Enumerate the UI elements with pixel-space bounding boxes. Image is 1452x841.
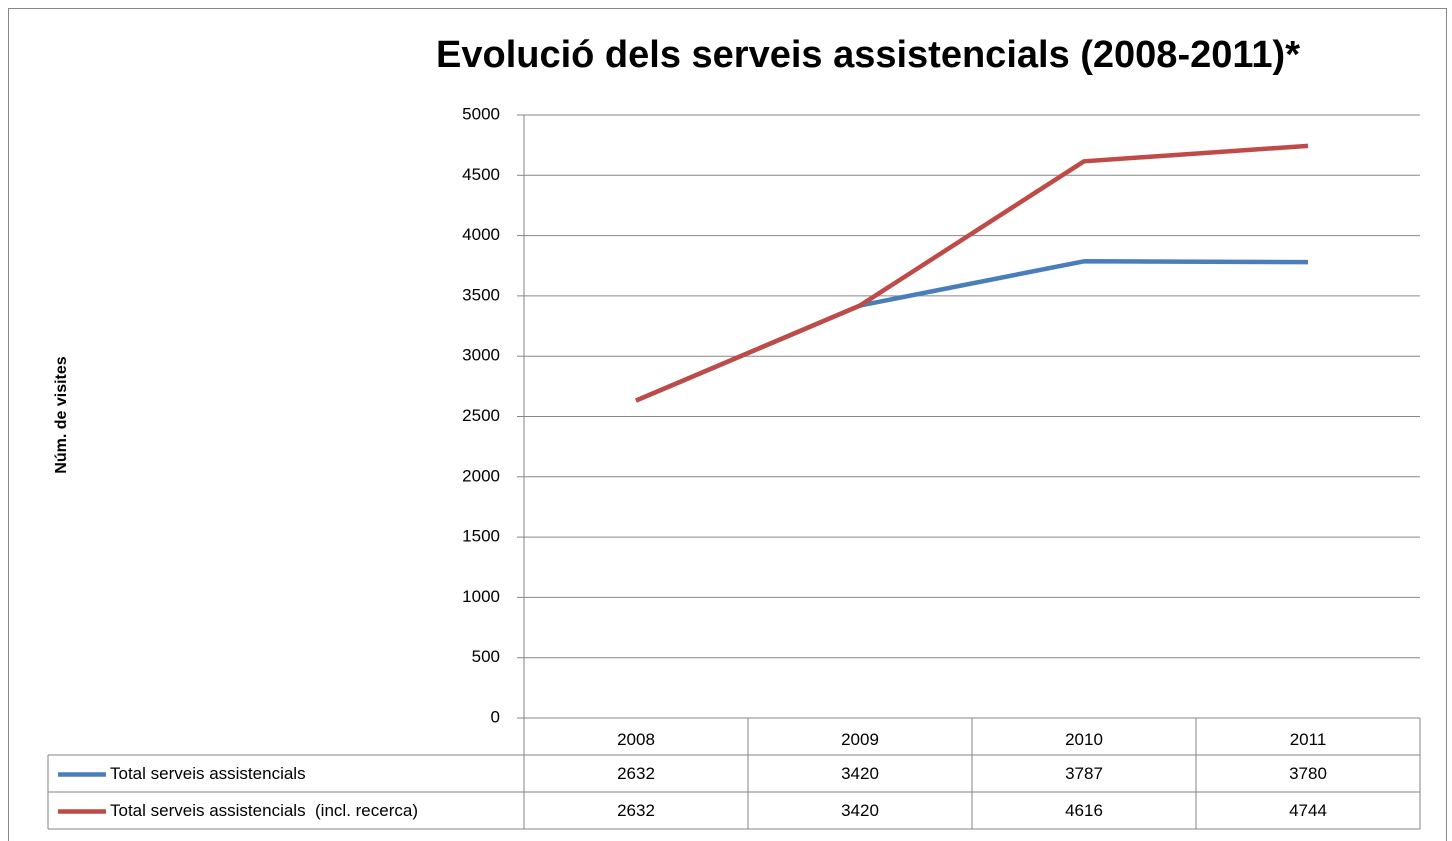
y-tick-label: 2500	[462, 406, 500, 425]
y-tick-label: 4500	[462, 165, 500, 184]
table-value: 4616	[1065, 801, 1103, 820]
y-tick-label: 1500	[462, 527, 500, 546]
table-value: 2632	[617, 764, 655, 783]
y-tick-label: 500	[472, 647, 500, 666]
table-value: 2632	[617, 801, 655, 820]
legend-label: Total serveis assistencials	[110, 764, 306, 783]
series-line	[635, 143, 1309, 403]
table-value: 3780	[1289, 764, 1327, 783]
table-value: 4744	[1289, 801, 1327, 820]
legend-label: Total serveis assistencials (incl. recer…	[110, 801, 418, 820]
x-tick-label: 2011	[1290, 730, 1327, 749]
x-tick-label: 2009	[841, 730, 879, 749]
table-value: 3420	[841, 764, 879, 783]
x-tick-label: 2010	[1065, 730, 1103, 749]
y-tick-label: 5000	[462, 104, 500, 123]
y-tick-label: 3500	[462, 285, 500, 304]
table-value: 3787	[1065, 764, 1103, 783]
x-tick-label: 2008	[617, 730, 655, 749]
chart-border	[8, 8, 1447, 841]
y-tick-label: 2000	[462, 466, 500, 485]
y-tick-label: 4000	[462, 225, 500, 244]
y-axis-label: Núm. de visites	[53, 356, 70, 473]
y-tick-label: 0	[491, 707, 500, 726]
y-tick-label: 1000	[462, 587, 500, 606]
y-tick-label: 3000	[462, 346, 500, 365]
table-value: 3420	[841, 801, 879, 820]
chart-title: Evolució dels serveis assistencials (200…	[436, 34, 1300, 76]
